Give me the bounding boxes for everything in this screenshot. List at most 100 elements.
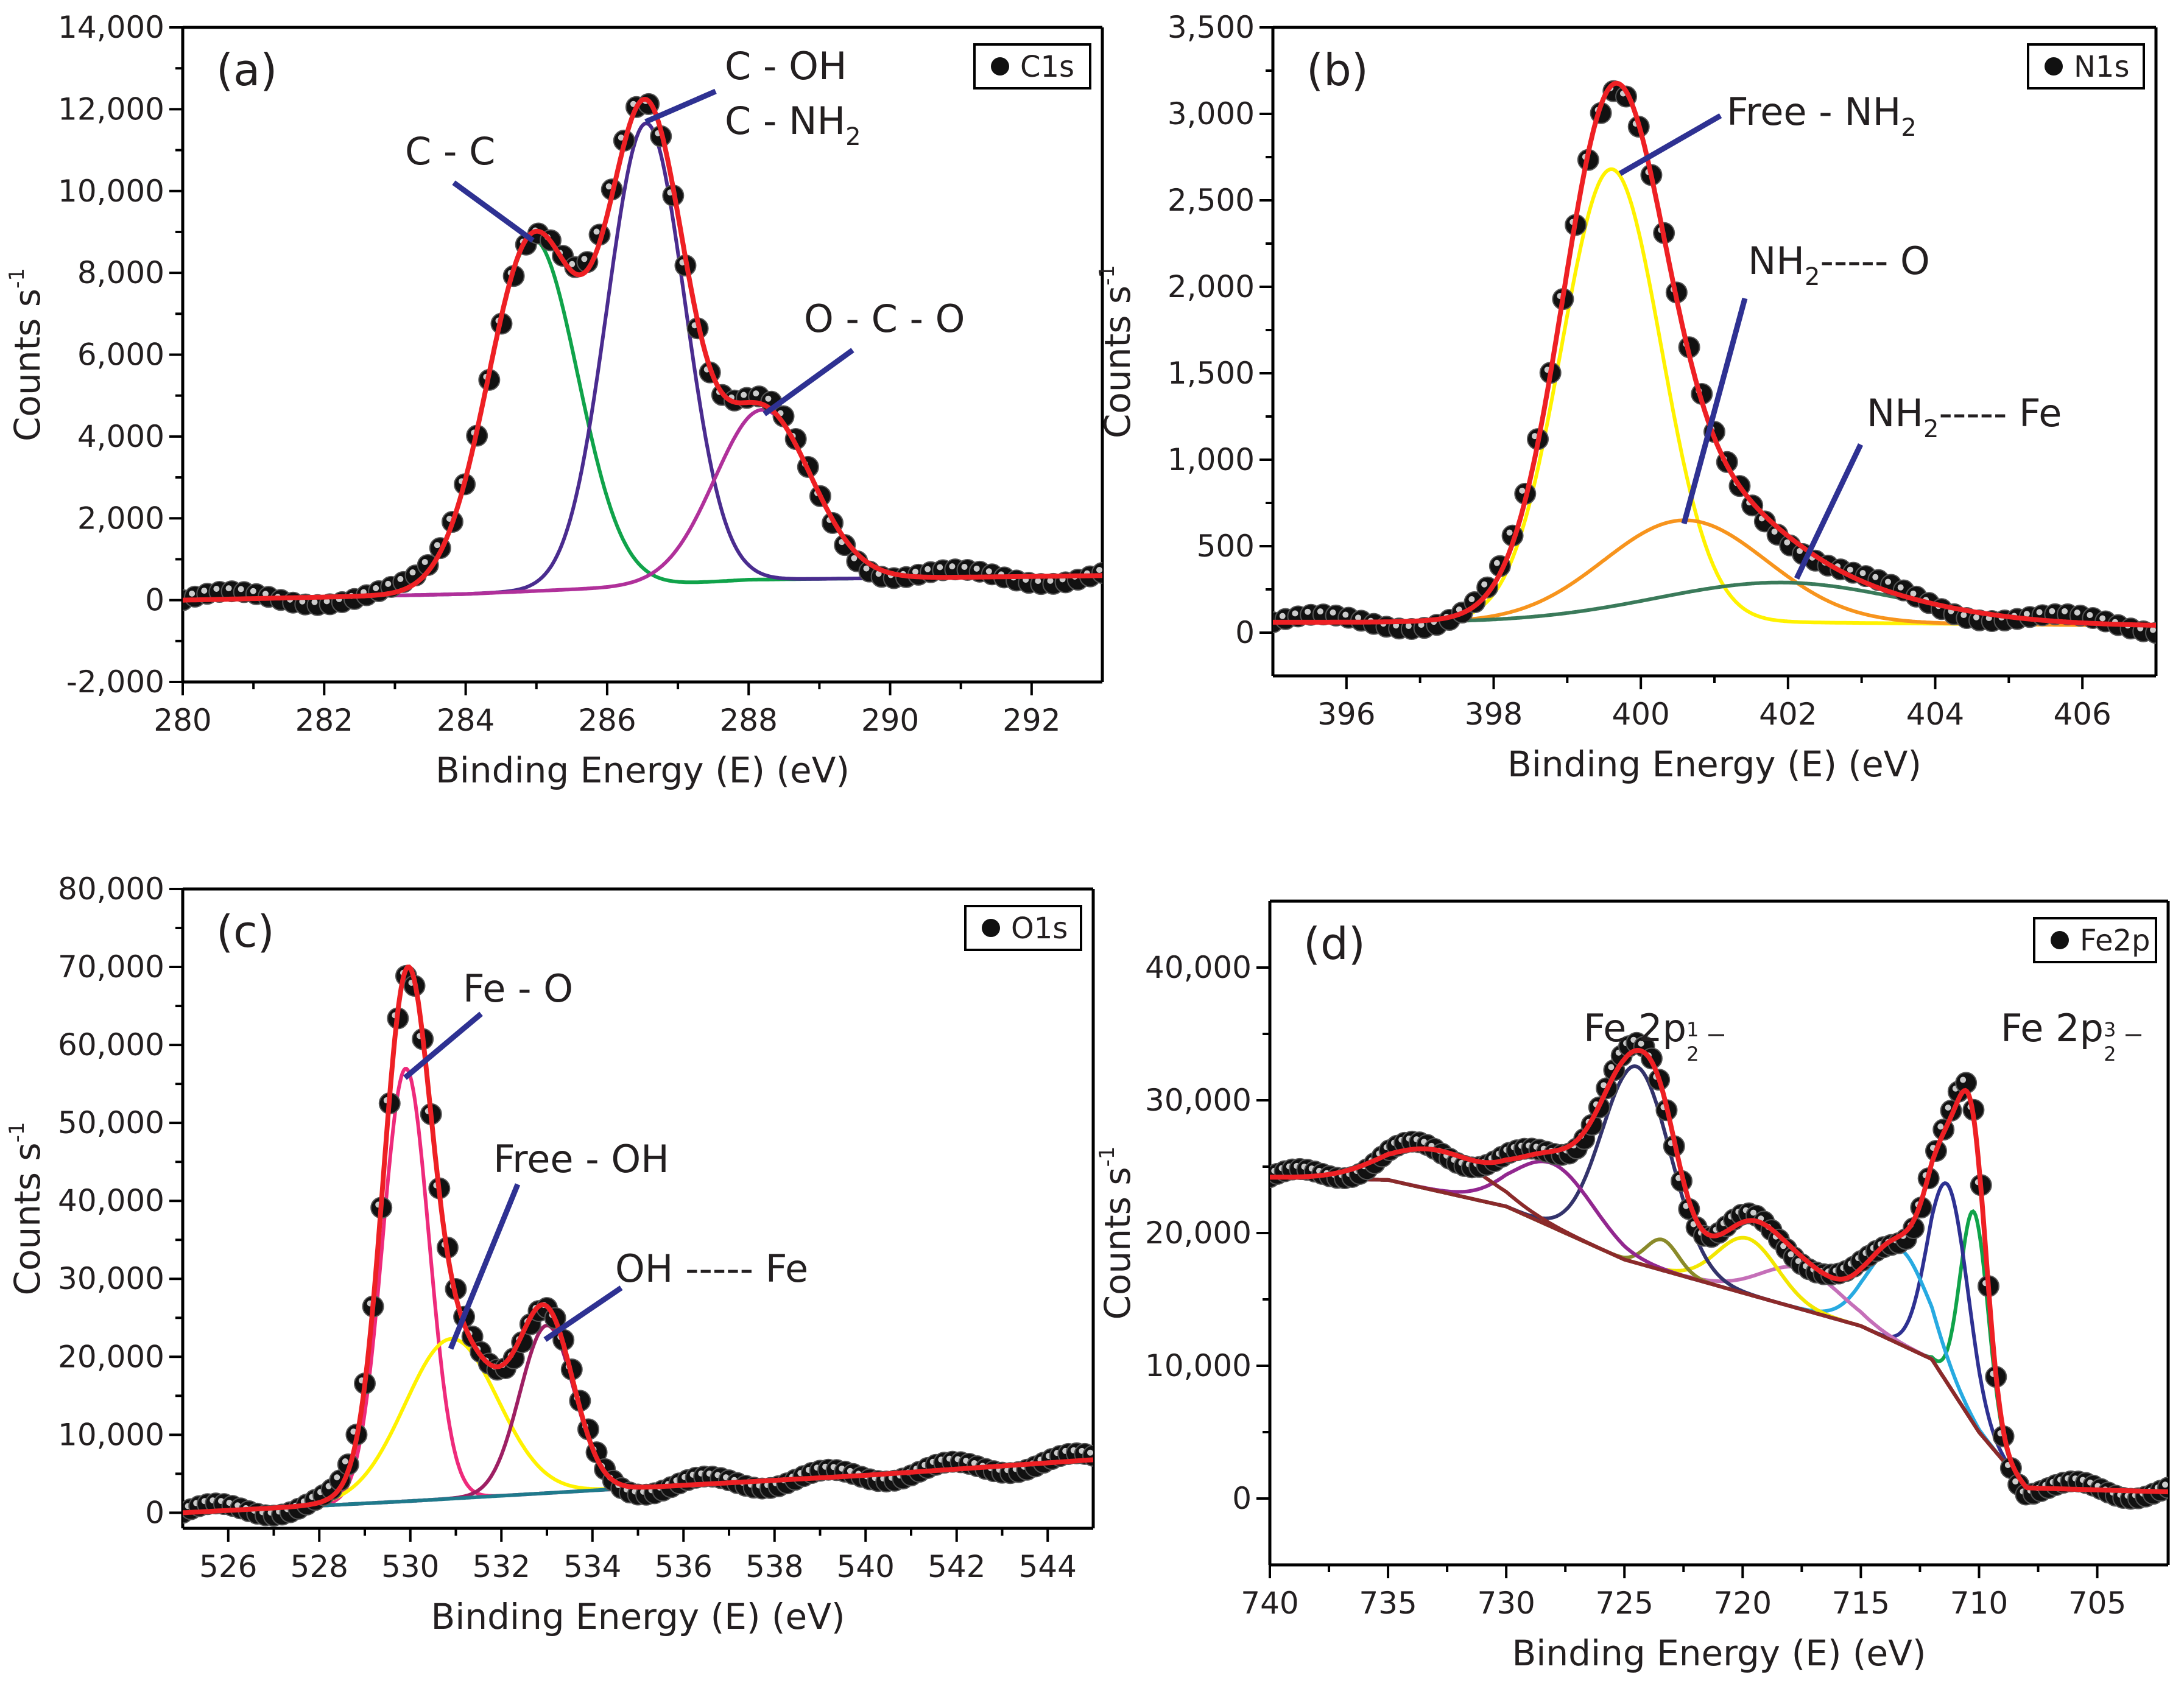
panel-a: 280 282 284 286 288 290 292 -2,000 0 2,000 4,000 6,… [5, 10, 1104, 791]
x-axis-title: Binding Energy (E) (eV) [435, 750, 850, 791]
annotation-label: C - NH2 [725, 99, 861, 151]
y-tick-label: 0 [145, 583, 164, 618]
x-tick-label: 402 [1759, 697, 1817, 732]
annotation-label: Free - NH2 [1727, 90, 1917, 142]
data-point-highlight [421, 558, 428, 565]
y-tick-label: 20,000 [1145, 1215, 1252, 1251]
data-point-highlight [851, 555, 858, 561]
data-point-highlight [1795, 1258, 1802, 1265]
y-tick-label: 0 [145, 1495, 164, 1530]
subscript-denominator: 2 [1686, 1042, 1699, 1066]
y-tick-label: 50,000 [58, 1105, 164, 1140]
plot-area [1273, 80, 2156, 644]
data-point-highlight [1468, 596, 1475, 603]
x-tick-label: 398 [1465, 697, 1523, 732]
data-point-highlight [1960, 1077, 1967, 1083]
data-point-highlight [1797, 547, 1803, 554]
x-tick-label: 740 [1241, 1586, 1298, 1621]
x-tick-label: 544 [1019, 1549, 1077, 1584]
plot-area [1270, 1031, 2168, 1510]
data-point-highlight [593, 228, 600, 235]
x-tick-label: 530 [381, 1549, 439, 1584]
x-tick-label: 730 [1477, 1586, 1535, 1621]
y-axis-title-superscript: -1 [1095, 265, 1119, 286]
data-point-highlight [2162, 1481, 2168, 1488]
x-tick-label: 720 [1714, 1586, 1772, 1621]
data-point-highlight [334, 1474, 340, 1481]
data-point-highlight [1872, 574, 1879, 580]
y-tick-label: 6,000 [77, 337, 164, 373]
data-point-highlight [1330, 609, 1336, 616]
x-axis-title: Binding Energy (E) (eV) [1512, 1632, 1926, 1674]
data-point-highlight [1317, 608, 1323, 615]
annotation-label: C - OH [725, 44, 847, 88]
data-point-highlight [1910, 590, 1917, 597]
panel-b: 396 398 400 402 404 406 0 500 1,000 1,500 2,000 2,5… [1095, 10, 2158, 785]
x-tick-label: 280 [153, 703, 211, 738]
data-point-highlight [225, 585, 232, 592]
data-point-highlight [1456, 606, 1462, 613]
data-point-highlight [397, 575, 404, 582]
data-point-highlight [1960, 612, 1967, 619]
data-point-highlight [1608, 1064, 1615, 1070]
y-tick-label: 40,000 [58, 1183, 164, 1218]
annotation-label: NH2----- O [1748, 239, 1930, 291]
data-point-highlight [765, 395, 772, 402]
data-point-highlight [342, 1458, 348, 1464]
data-point-highlight [2150, 627, 2156, 633]
data-point-highlight [434, 542, 440, 549]
component-curve [183, 237, 1102, 602]
data-point-highlight [1405, 623, 1412, 630]
y-tick-label: 0 [1232, 1481, 1252, 1516]
plot-area [183, 964, 1093, 1527]
y-axis-title: Counts s-1 [1095, 1146, 1138, 1319]
y-tick-label: 60,000 [58, 1027, 164, 1063]
envelope-fit-curve [1273, 80, 2156, 628]
annotation-label: Free - OH [493, 1137, 669, 1181]
data-point-highlight [1305, 608, 1311, 615]
data-point-highlight [569, 261, 576, 267]
data-point-highlight [409, 569, 416, 576]
data-point [2157, 1477, 2168, 1499]
data-point-highlight [1342, 611, 1349, 618]
component-curve [183, 121, 1102, 602]
data-point [1091, 562, 1102, 584]
y-axis-title-superscript: -1 [1095, 1146, 1119, 1167]
annotation-leader-line [1618, 113, 1722, 176]
data-point-highlight [1937, 1123, 1944, 1130]
y-tick-label: 10,000 [58, 1417, 164, 1452]
data-point-highlight [973, 565, 980, 572]
y-tick-label: 20,000 [58, 1339, 164, 1374]
data-point-highlight [912, 568, 918, 575]
annotation-leader-line [1681, 297, 1748, 525]
y-tick-label: 80,000 [58, 871, 164, 907]
data-point-highlight [1750, 1209, 1756, 1216]
data-point-highlight [238, 586, 244, 592]
data-point-highlight [1601, 1082, 1607, 1089]
data-point-highlight [1784, 539, 1791, 546]
data-point-highlight [311, 599, 318, 605]
x-tick-label: 532 [473, 1549, 530, 1584]
x-tick-label: 282 [295, 703, 353, 738]
data-point-highlight [1355, 614, 1361, 621]
data-point-highlight [937, 564, 943, 571]
envelope-fit-curve [183, 964, 1093, 1516]
data-point-highlight [1506, 529, 1513, 536]
y-tick-label: 10,000 [58, 174, 164, 209]
data-point-highlight [1885, 578, 1891, 585]
data-point-highlight [1493, 560, 1500, 566]
legend-marker [982, 919, 1000, 937]
y-tick-label: 1,500 [1168, 356, 1255, 391]
data-point-highlight [1859, 570, 1866, 577]
data-point-highlight [1047, 577, 1054, 584]
data-point-highlight [1292, 610, 1298, 617]
x-tick-label: 705 [2068, 1586, 2126, 1621]
annotation-rest: ----- O [1820, 239, 1929, 283]
panel-label: (d) [1303, 918, 1365, 969]
data-point-highlight [189, 590, 196, 597]
y-axis-title: Counts s-1 [5, 268, 48, 441]
legend-label: C1s [1020, 50, 1074, 84]
y-tick-label: 14,000 [58, 10, 164, 45]
component-curve [1270, 1147, 2168, 1494]
subscript: 2 [1805, 263, 1820, 291]
